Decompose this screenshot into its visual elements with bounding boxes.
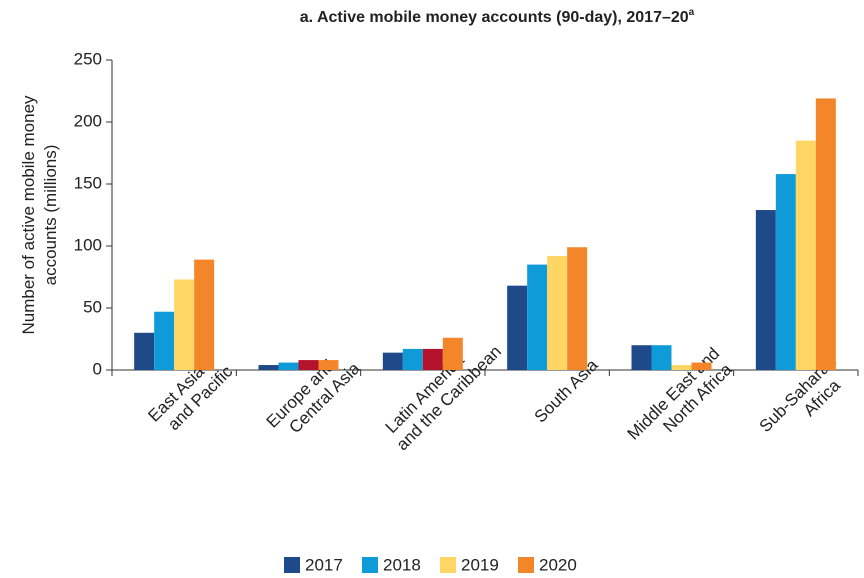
bar bbox=[631, 345, 652, 370]
bar bbox=[795, 140, 816, 370]
bar bbox=[755, 210, 776, 370]
legend-swatch bbox=[362, 557, 378, 573]
chart-title: a. Active mobile money accounts (90-day)… bbox=[300, 7, 695, 27]
bar bbox=[547, 255, 568, 370]
y-tick-label: 50 bbox=[83, 297, 102, 316]
bar bbox=[278, 362, 299, 370]
title-text: a. Active mobile money accounts (90-day)… bbox=[300, 9, 689, 26]
y-tick-label: 0 bbox=[93, 359, 102, 378]
bar bbox=[154, 311, 175, 370]
bar bbox=[194, 259, 215, 370]
bar bbox=[651, 345, 672, 370]
legend-label: 2017 bbox=[305, 555, 343, 574]
y-tick-label: 150 bbox=[74, 173, 102, 192]
bar bbox=[382, 352, 403, 370]
bar bbox=[174, 279, 195, 370]
legend-label: 2020 bbox=[539, 555, 577, 574]
bar bbox=[318, 360, 339, 370]
y-tick-label: 100 bbox=[74, 235, 102, 254]
bar bbox=[567, 247, 588, 370]
title-superscript: a bbox=[689, 7, 695, 18]
bar bbox=[442, 337, 463, 370]
bar bbox=[691, 362, 712, 370]
bar bbox=[402, 348, 423, 370]
x-tick-label: Europe andCentral Asia bbox=[263, 345, 364, 446]
bar bbox=[134, 332, 155, 370]
bar bbox=[507, 285, 528, 370]
y-tick-label: 200 bbox=[74, 111, 102, 130]
bar bbox=[815, 98, 836, 370]
legend-swatch bbox=[440, 557, 456, 573]
legend-swatch bbox=[518, 557, 534, 573]
y-axis-label: Number of active mobile money accounts (m… bbox=[19, 95, 60, 335]
legend-swatch bbox=[284, 557, 300, 573]
bar bbox=[527, 264, 548, 370]
y-tick-label: 250 bbox=[74, 49, 102, 68]
x-tick-label: Latin Americaand the Caribbean bbox=[379, 328, 505, 454]
y-axis-label-line: accounts (millions) bbox=[41, 145, 60, 286]
bar bbox=[258, 365, 279, 370]
bar bbox=[298, 360, 319, 370]
legend-label: 2018 bbox=[383, 555, 421, 574]
bar bbox=[671, 365, 692, 370]
y-axis-label-line: Number of active mobile money bbox=[19, 95, 38, 335]
legend-label: 2019 bbox=[461, 555, 499, 574]
bar bbox=[775, 174, 796, 370]
bar bbox=[422, 348, 443, 370]
